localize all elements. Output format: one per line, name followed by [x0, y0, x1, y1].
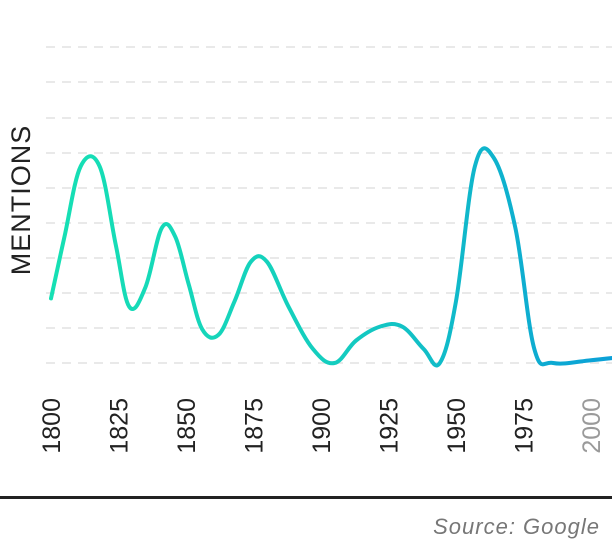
x-tick-label: 1975 — [511, 398, 539, 454]
x-tick-label: 1850 — [173, 398, 201, 454]
gridlines — [46, 46, 612, 364]
x-tick-label: 1950 — [443, 398, 471, 454]
mentions-line-chart: MENTIONS 1800 1825 1850 1875 1900 1925 1950 197… — [6, 46, 612, 454]
x-tick-label: 1800 — [38, 398, 66, 454]
series-line-mentions — [49, 146, 612, 368]
footer-rule — [0, 496, 612, 499]
x-tick-label: 1900 — [308, 398, 336, 454]
y-axis-label: MENTIONS — [6, 125, 36, 276]
x-tick-labels: 1800 1825 1850 1875 1900 1925 1950 1975 2000 — [38, 398, 606, 454]
x-tick-label: 1925 — [376, 398, 404, 454]
x-tick-label: 1875 — [241, 398, 269, 454]
source-credit: Source: Google — [433, 514, 600, 539]
series-group — [49, 146, 612, 368]
x-tick-label: 2000 — [578, 398, 606, 454]
x-tick-label: 1825 — [106, 398, 134, 454]
